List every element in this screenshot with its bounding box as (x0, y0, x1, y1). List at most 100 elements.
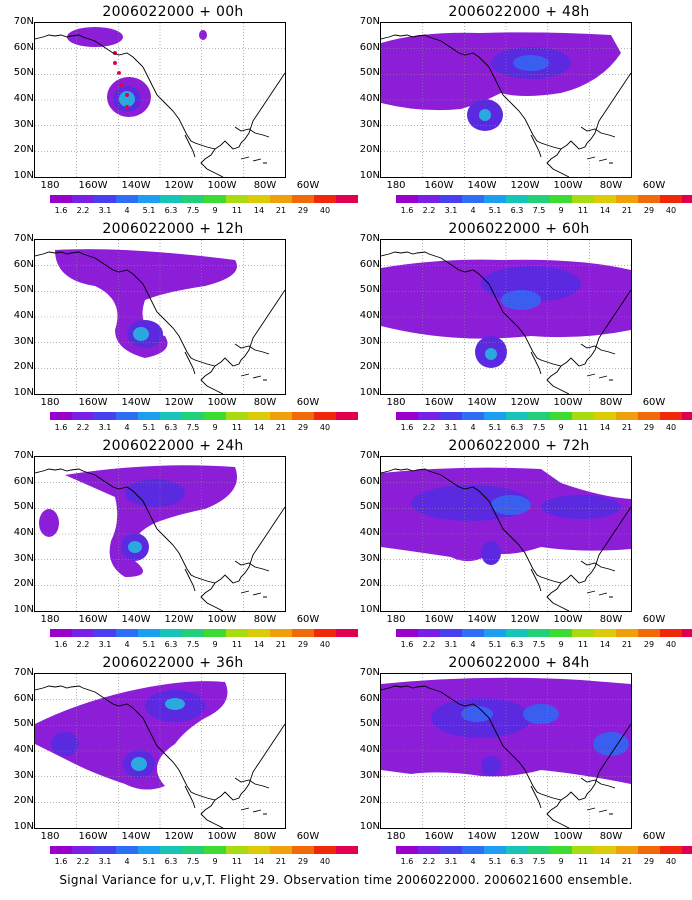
colorbar-label: 3.1 (98, 423, 112, 432)
longitude-label: 80W (599, 180, 623, 191)
colorbar-swatch (270, 846, 292, 854)
colorbar-swatch (226, 195, 248, 203)
colorbar-label: 7.5 (186, 423, 200, 432)
latitude-label: 10N (13, 604, 34, 615)
colorbar-label: 11 (577, 857, 589, 866)
colorbar-swatch (528, 412, 550, 420)
colorbar-label: 21 (275, 206, 287, 215)
colorbar-label: 4 (124, 857, 130, 866)
colorbar-swatch (396, 195, 418, 203)
colorbar-label: 4 (470, 640, 476, 649)
longitude-label: 80W (253, 614, 277, 625)
colorbar-swatch (204, 412, 226, 420)
latitude-label: 70N (13, 667, 34, 678)
colorbar (50, 629, 358, 637)
colorbar-swatch (594, 629, 616, 637)
colorbar-swatch (182, 195, 204, 203)
colorbar-label: 4 (124, 423, 130, 432)
colorbar-swatch (94, 195, 116, 203)
longitude-label: 120W (164, 397, 194, 408)
latitude-label: 40N (13, 744, 34, 755)
colorbar-label: 1.6 (54, 640, 68, 649)
colorbar-swatch (638, 846, 660, 854)
latitude-label: 60N (359, 692, 380, 704)
colorbar-swatch (292, 629, 314, 637)
colorbar-swatch (94, 412, 116, 420)
colorbar-swatch (506, 195, 528, 203)
longitude-label: 180 (386, 180, 406, 191)
colorbar-swatch (50, 195, 72, 203)
colorbar-swatch (336, 846, 358, 854)
latitude-label: 20N (13, 578, 34, 590)
colorbar-swatch (160, 629, 182, 637)
colorbar-label: 9 (558, 423, 564, 432)
longitude-label: 100W (553, 397, 583, 408)
colorbar-swatch (396, 412, 418, 420)
colorbar-swatch (248, 846, 270, 854)
colorbar-label: 1.6 (400, 206, 414, 215)
colorbar-swatch (440, 195, 462, 203)
colorbar-label: 2.2 (76, 206, 90, 215)
colorbar-label: 7.5 (532, 206, 546, 215)
colorbar-swatch (462, 195, 484, 203)
colorbar-swatch (138, 846, 160, 854)
colorbar-swatch (616, 846, 638, 854)
latitude-label: 50N (359, 718, 380, 730)
colorbar-swatch (506, 412, 528, 420)
latitude-label: 20N (359, 361, 380, 373)
longitude-label: 120W (510, 397, 540, 408)
colorbar-swatch (440, 629, 462, 637)
longitude-label: 180 (40, 180, 60, 191)
longitude-label: 180 (386, 397, 406, 408)
longitude-label: 60W (296, 397, 320, 408)
latitude-label: 40N (359, 93, 380, 104)
longitude-label: 60W (296, 614, 320, 625)
latitude-label: 30N (359, 552, 380, 564)
colorbar-label: 2.2 (422, 857, 436, 866)
colorbar-swatch (248, 195, 270, 203)
longitude-label: 60W (296, 180, 320, 191)
longitude-label: 160W (78, 831, 108, 842)
longitude-label: 160W (78, 180, 108, 191)
longitude-label: 180 (386, 614, 406, 625)
colorbar-swatch (462, 846, 484, 854)
colorbar-label: 5.1 (488, 857, 502, 866)
latitude-label: 40N (359, 527, 380, 538)
colorbar (396, 846, 692, 854)
colorbar-label: 2.2 (76, 640, 90, 649)
latitude-label: 60N (359, 258, 380, 270)
colorbar-swatch (418, 629, 440, 637)
latitude-label: 30N (359, 769, 380, 781)
colorbar-label: 2.2 (422, 640, 436, 649)
colorbar-swatch (182, 412, 204, 420)
colorbar-label: 29 (297, 423, 309, 432)
colorbar-swatch (594, 846, 616, 854)
longitude-label: 80W (253, 397, 277, 408)
colorbar-label: 1.6 (400, 857, 414, 866)
longitude-label: 140W (467, 614, 497, 625)
colorbar-swatch (94, 629, 116, 637)
colorbar-swatch (72, 629, 94, 637)
longitude-label: 140W (121, 180, 151, 191)
longitude-label: 160W (424, 614, 454, 625)
longitude-label: 140W (467, 180, 497, 191)
colorbar-label: 21 (275, 857, 287, 866)
colorbar-swatch (594, 195, 616, 203)
colorbar-swatch (226, 412, 248, 420)
colorbar-label: 14 (253, 640, 265, 649)
colorbar-label: 11 (231, 206, 243, 215)
colorbar-label: 2.2 (76, 857, 90, 866)
panel-title: 2006022000 + 00h (102, 4, 244, 20)
colorbar-swatch (204, 629, 226, 637)
colorbar-label: 2.2 (76, 423, 90, 432)
colorbar-swatch (314, 846, 336, 854)
longitude-label: 60W (642, 180, 666, 191)
longitude-label: 80W (599, 614, 623, 625)
colorbar-label: 1.6 (54, 423, 68, 432)
longitude-label: 100W (553, 180, 583, 191)
colorbar-label: 6.3 (510, 857, 524, 866)
longitude-label: 60W (642, 397, 666, 408)
longitude-label: 120W (510, 831, 540, 842)
latitude-label: 30N (359, 118, 380, 130)
colorbar-label: 3.1 (98, 640, 112, 649)
